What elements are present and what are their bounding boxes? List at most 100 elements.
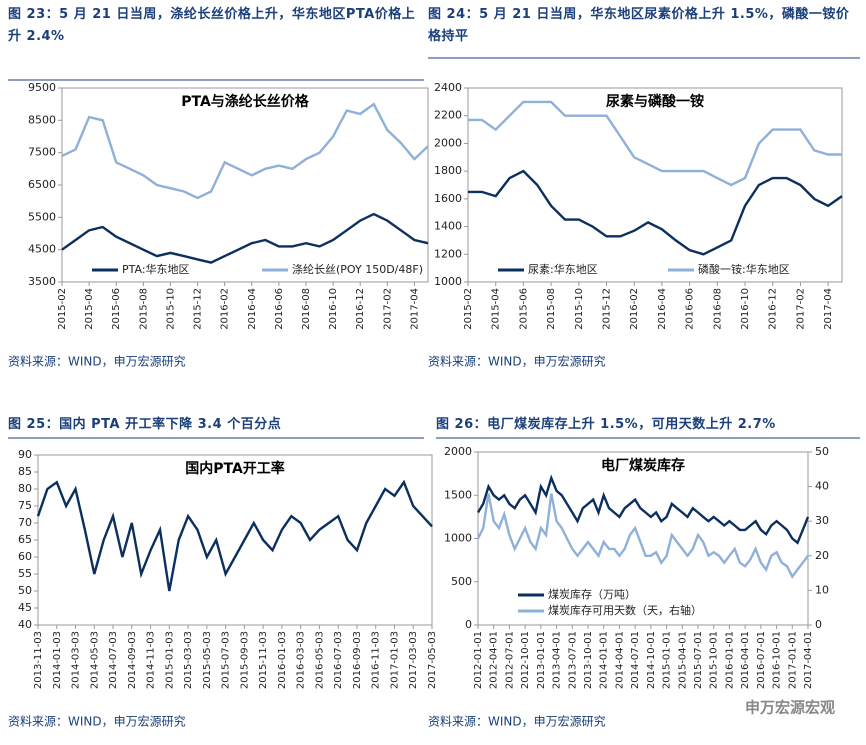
- x-tick-label: 2015-02: [463, 288, 474, 330]
- x-tick-label: 2015-12: [602, 288, 613, 330]
- y-tick-label: 5500: [28, 210, 56, 223]
- x-tick-label: 2016-07-03: [333, 631, 344, 689]
- y-tick-label: 70: [18, 516, 32, 529]
- x-tick-label: 2016-02: [220, 288, 231, 330]
- x-tick-label: 2017-02: [382, 288, 393, 330]
- x-tick-label: 2016-10: [328, 288, 339, 330]
- source: 资料来源：WIND，申万宏源研究: [428, 714, 606, 729]
- y-tick-label: 1400: [434, 220, 462, 233]
- x-tick-label: 2016-07-01: [756, 631, 767, 689]
- y2-tick-label: 0: [815, 618, 822, 631]
- x-tick-label: 2017-02: [795, 288, 806, 330]
- y2-tick-label: 40: [815, 480, 829, 493]
- x-tick-label: 2014-11-03: [146, 631, 157, 689]
- y-tick-label: 1000: [434, 275, 462, 288]
- x-tick-label: 2016-06: [685, 288, 696, 330]
- y-tick-label: 2200: [434, 109, 462, 122]
- x-tick-label: 2012-04-01: [489, 631, 500, 689]
- data-line: [476, 474, 810, 545]
- x-tick-label: 2014-10-01: [646, 631, 657, 689]
- source: 资料来源：WIND，申万宏源研究: [8, 714, 186, 729]
- y-tick-label: 500: [451, 575, 472, 588]
- y-tick-label: 3500: [28, 275, 56, 288]
- legend-label: PTA:华东地区: [122, 262, 190, 276]
- y2-tick-label: 20: [815, 549, 829, 562]
- x-tick-label: 2015-06: [518, 288, 529, 330]
- legend-label: 煤炭库存可用天数（天，右轴）: [548, 603, 702, 617]
- x-tick-label: 2016-08: [712, 288, 723, 330]
- x-tick-label: 2016-11-03: [371, 631, 382, 689]
- chart-title: PTA与涤纶长丝价格: [181, 93, 310, 110]
- y2-tick-label: 50: [815, 445, 829, 458]
- y-tick-label: 7500: [28, 146, 56, 159]
- x-tick-label: 2016-02: [629, 288, 640, 330]
- data-line: [468, 100, 842, 187]
- x-tick-label: 2014-01-01: [599, 631, 610, 689]
- data-line: [61, 102, 429, 200]
- caption: 图 26：电厂煤炭库存上升 1.5%，可用天数上升 2.7%: [436, 417, 776, 432]
- x-tick-label: 2016-04: [247, 288, 258, 330]
- x-tick-label: 2015-03-03: [183, 631, 194, 689]
- x-tick-label: 2012-10-01: [520, 631, 531, 689]
- x-tick-label: 2016-01-03: [277, 631, 288, 689]
- legend-label: 涤纶长丝(POY 150D/48F): [292, 262, 423, 276]
- y-tick-label: 90: [18, 448, 32, 461]
- x-tick-label: 2016-10: [740, 288, 751, 330]
- x-tick-label: 2017-03-03: [408, 631, 419, 689]
- y2-tick-label: 10: [815, 583, 829, 596]
- x-tick-label: 2015-08: [138, 288, 149, 330]
- y-tick-label: 6500: [28, 178, 56, 191]
- x-tick-label: 2015-08: [546, 288, 557, 330]
- legend-label: 煤炭库存（万吨）: [548, 587, 636, 601]
- y-tick-label: 1000: [444, 532, 472, 545]
- x-tick-label: 2015-12: [193, 288, 204, 330]
- x-tick-label: 2015-06: [111, 288, 122, 330]
- x-tick-label: 2014-04-01: [614, 631, 625, 689]
- x-tick-label: 2013-04-01: [552, 631, 563, 689]
- y-tick-label: 2400: [434, 81, 462, 94]
- plot-frame: [37, 454, 433, 626]
- x-tick-label: 2017-04: [823, 288, 834, 330]
- x-tick-label: 2015-04-01: [677, 631, 688, 689]
- y-tick-label: 1600: [434, 192, 462, 205]
- legend-label: 尿素:华东地区: [528, 262, 598, 276]
- y-tick-label: 45: [18, 601, 32, 614]
- y2-tick-label: 30: [815, 514, 829, 527]
- data-line: [36, 479, 433, 592]
- x-tick-label: 2014-09-03: [127, 631, 138, 689]
- x-tick-label: 2015-04: [84, 288, 95, 330]
- caption: 图 24：5 月 21 日当周，华东地区尿素价格上升 1.5%，磷酸一铵价格持平: [428, 7, 850, 44]
- y-tick-label: 55: [18, 567, 32, 580]
- x-tick-label: 2015-04: [491, 288, 502, 330]
- x-tick-label: 2015-09-03: [239, 631, 250, 689]
- x-tick-label: 2015-10: [574, 288, 585, 330]
- x-tick-label: 2017-05-03: [427, 631, 438, 689]
- x-tick-label: 2014-07-01: [630, 631, 641, 689]
- y-tick-label: 0: [465, 618, 472, 631]
- x-tick-label: 2016-06: [274, 288, 285, 330]
- y-tick-label: 80: [18, 482, 32, 495]
- caption: 图 23：5 月 21 日当周，涤纶长丝价格上升，华东地区PTA价格上升 2.4…: [8, 7, 416, 44]
- x-tick-label: 2017-04-01: [803, 631, 814, 689]
- y-tick-label: 75: [18, 499, 32, 512]
- chart-title: 尿素与磷酸一铵: [606, 93, 704, 110]
- data-line: [61, 212, 429, 264]
- plot-frame: [61, 87, 429, 283]
- x-tick-label: 2015-11-03: [258, 631, 269, 689]
- data-line: [468, 169, 843, 256]
- x-tick-label: 2013-10-01: [583, 631, 594, 689]
- x-tick-label: 2015-07-01: [693, 631, 704, 689]
- x-tick-label: 2014-01-03: [52, 631, 63, 689]
- x-tick-label: 2015-05-03: [202, 631, 213, 689]
- x-tick-label: 2015-01-01: [662, 631, 673, 689]
- y-tick-label: 85: [18, 465, 32, 478]
- y-tick-label: 2000: [444, 445, 472, 458]
- x-tick-label: 2016-08: [301, 288, 312, 330]
- x-tick-label: 2014-03-03: [71, 631, 82, 689]
- x-tick-label: 2015-01-03: [164, 631, 175, 689]
- y-tick-label: 40: [18, 618, 32, 631]
- plot-frame: [467, 87, 843, 283]
- x-tick-label: 2015-02: [57, 288, 68, 330]
